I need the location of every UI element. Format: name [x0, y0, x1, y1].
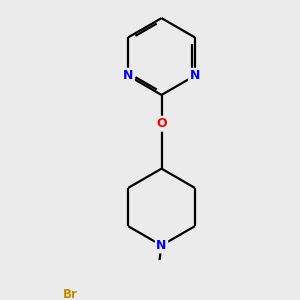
Text: Br: Br: [63, 288, 78, 300]
Text: N: N: [190, 69, 200, 82]
Text: O: O: [156, 117, 167, 130]
Text: N: N: [156, 239, 167, 252]
Text: N: N: [123, 69, 134, 82]
